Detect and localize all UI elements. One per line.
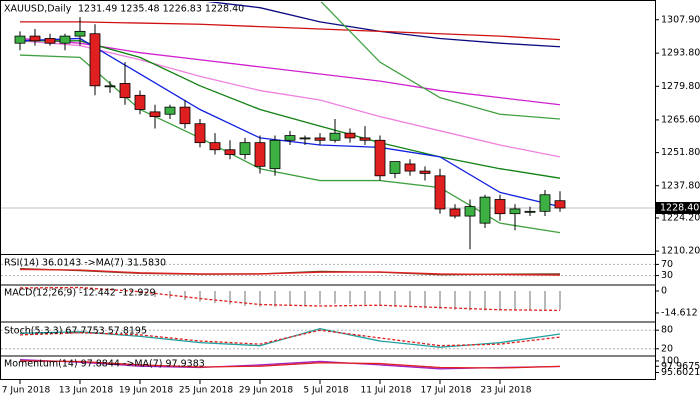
candle-body <box>539 194 551 212</box>
y-tick-label: 97.9675 <box>661 361 700 372</box>
candle-body <box>164 106 176 115</box>
candle-body <box>359 137 371 141</box>
candle-body <box>449 208 461 217</box>
y-tick-label: 70 <box>661 259 673 270</box>
candle-body <box>479 196 491 224</box>
candle-body <box>374 139 386 177</box>
candle-body <box>434 175 446 210</box>
candle-body <box>74 30 86 37</box>
indicator-line <box>19 37 561 208</box>
indicator-line <box>19 360 561 369</box>
panel <box>1 2 655 250</box>
candle-body <box>149 111 161 118</box>
candle-body <box>494 199 506 215</box>
indicator-title: Momentum(14) 97.8844 ->MA(7) 97.9383 <box>4 359 205 370</box>
y-tick-label: 1293.80 <box>661 48 700 59</box>
panel <box>19 286 561 312</box>
x-tick-label: 25 Jun 2018 <box>179 386 233 396</box>
candle-body <box>329 132 341 141</box>
candle-body <box>179 106 191 125</box>
candle-body <box>389 161 401 174</box>
candle-body <box>14 35 26 44</box>
candle-body <box>254 142 266 167</box>
y-tick-label: 1251.80 <box>661 147 700 158</box>
panel <box>1 263 655 277</box>
x-tick-label: 7 Jun 2018 <box>2 386 51 396</box>
candle-body <box>269 139 281 170</box>
y-tick-label: 0 <box>661 285 667 296</box>
indicator-line <box>320 2 561 120</box>
candle-body <box>344 132 356 139</box>
indicator-line <box>206 2 561 48</box>
candle-body <box>524 210 536 213</box>
y-tick-label: 20 <box>661 343 673 354</box>
candle-body <box>209 142 221 151</box>
y-tick-label: 1224.20 <box>661 212 700 223</box>
candle-body <box>404 163 416 172</box>
y-tick-label: 30 <box>661 270 673 281</box>
panel <box>19 358 561 370</box>
last-price-box <box>656 202 700 215</box>
indicator-title: MACD(12,26,9) -12.442 -12.929 <box>4 288 156 299</box>
candle-body <box>119 83 131 99</box>
y-tick-label: 100 <box>661 355 679 366</box>
indicator-line <box>19 40 561 158</box>
y-tick-label: -14.612 <box>661 307 698 318</box>
candle-body <box>239 142 251 155</box>
ohlc-header: 1231.49 1235.48 1226.83 1228.40 <box>78 4 244 15</box>
y-tick-label: 1237.80 <box>661 180 700 191</box>
candle-body <box>59 35 71 44</box>
indicator-line <box>19 286 561 312</box>
frame <box>0 0 656 380</box>
candle-body <box>284 135 296 141</box>
candle-body <box>419 170 431 174</box>
candle-body <box>29 35 41 42</box>
y-tick-label: 1307.90 <box>661 14 700 25</box>
x-tick-label: 19 Jun 2018 <box>119 386 173 396</box>
x-tick-label: 29 Jun 2018 <box>239 386 293 396</box>
last-price-label: 1228.40 <box>660 203 699 214</box>
indicator-line <box>19 37 561 106</box>
indicator-title: Stoch(5,3,3) 67.7753 57.8195 <box>4 326 147 337</box>
candle-body <box>224 149 236 155</box>
y-tick-label: 1279.80 <box>661 81 700 92</box>
candle-body <box>194 123 206 144</box>
y-tick-label: 95.6021 <box>661 367 700 378</box>
panel <box>1 327 655 350</box>
candle-body <box>134 94 146 110</box>
candle-body <box>464 206 476 217</box>
indicator-line <box>20 21 561 41</box>
x-tick-label: 5 Jul 2018 <box>303 386 348 396</box>
x-tick-label: 13 Jun 2018 <box>59 386 113 396</box>
candle-body <box>104 85 116 88</box>
chart-title: XAUUSD,Daily <box>4 4 72 15</box>
x-tick-label: 11 Jul 2018 <box>361 386 412 396</box>
indicator-line <box>19 329 561 347</box>
candle-body <box>89 33 101 87</box>
y-tick-label: 1210.20 <box>661 246 700 257</box>
candle-body <box>509 208 521 215</box>
x-tick-label: 23 Jul 2018 <box>481 386 532 396</box>
y-tick-label: 1265.60 <box>661 114 700 125</box>
y-tick-label: 80 <box>661 325 673 336</box>
candle-body <box>554 200 566 209</box>
candle-body <box>44 38 56 44</box>
x-tick-label: 17 Jul 2018 <box>421 386 472 396</box>
candle-body <box>314 137 326 141</box>
indicator-line <box>20 40 561 179</box>
indicator-title: RSI(14) 36.0143 ->MA(7) 31.5830 <box>4 258 166 269</box>
candle-body <box>299 137 311 140</box>
indicator-line <box>19 268 561 276</box>
